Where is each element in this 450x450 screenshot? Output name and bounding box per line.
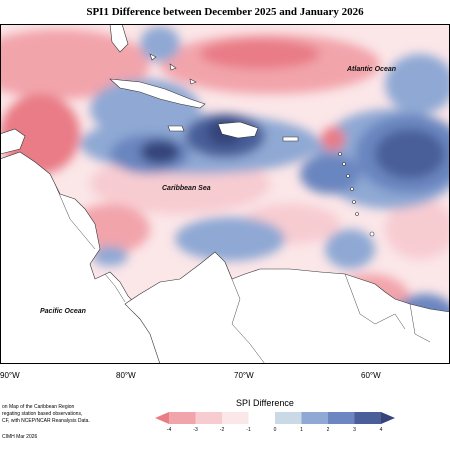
legend-swatch xyxy=(222,412,249,424)
legend-tick-label: -4 xyxy=(166,427,172,433)
legend-swatch xyxy=(275,412,302,424)
land xyxy=(0,24,450,364)
longitude-label: 80°W xyxy=(116,371,136,380)
atlantic-ocean-label: Atlantic Ocean xyxy=(346,66,396,73)
legend-swatch xyxy=(248,412,275,424)
borders xyxy=(54,183,431,364)
legend-tick-label: -2 xyxy=(219,427,225,433)
caribbean-sea-label: Caribbean Sea xyxy=(162,185,211,192)
legend-swatch xyxy=(328,412,355,424)
caption-line: CF, with NCEP/NCAR Reanalysis Data. xyxy=(2,418,90,424)
legend-swatch xyxy=(155,412,169,424)
spi-difference-map: Atlantic Ocean Caribbean Sea Pacific Oce… xyxy=(0,24,450,364)
legend-swatch xyxy=(381,412,395,424)
credit-text: CIMH Mar 2026 xyxy=(2,434,38,440)
legend-title: SPI Difference xyxy=(236,398,294,408)
legend-tick-label: 2 xyxy=(326,427,330,433)
legend-swatch xyxy=(301,412,328,424)
legend-tick-label: -1 xyxy=(246,427,251,433)
caption-line: regating station based observations, xyxy=(2,411,83,417)
map-title: SPI1 Difference between December 2025 an… xyxy=(86,6,364,18)
longitude-label: 70°W xyxy=(234,371,254,380)
longitude-label: 90°W xyxy=(0,371,20,380)
legend-tick-label: 4 xyxy=(379,427,383,433)
map-caption: on Map of the Caribbean Region regating … xyxy=(2,404,122,425)
legend-tick-label: -3 xyxy=(193,427,198,433)
legend-swatch xyxy=(169,412,196,424)
legend-tick-label: 3 xyxy=(353,427,356,433)
pacific-ocean-label: Pacific Ocean xyxy=(40,308,86,315)
legend-tick-label: 1 xyxy=(300,427,303,433)
longitude-label: 60°W xyxy=(361,371,381,380)
legend-tick-label: 0 xyxy=(273,427,277,433)
legend-swatch xyxy=(354,412,381,424)
legend-swatch xyxy=(195,412,222,424)
color-legend xyxy=(155,412,395,424)
caption-line: on Map of the Caribbean Region xyxy=(2,404,75,410)
